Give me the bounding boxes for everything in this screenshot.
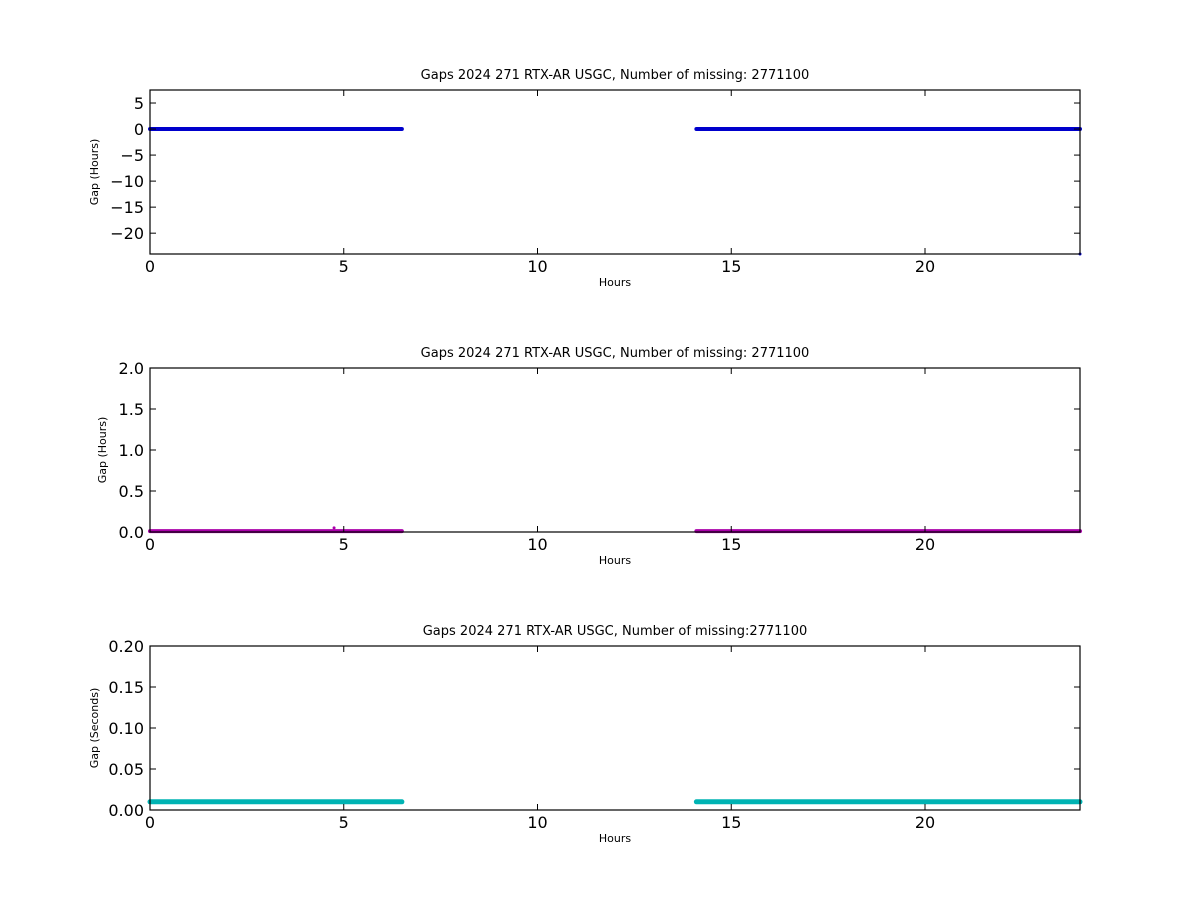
x-tick-label: 15 <box>721 257 741 276</box>
y-axis-label: Gap (Hours) <box>96 417 109 484</box>
x-tick-label: 5 <box>339 535 349 554</box>
plot-frame <box>149 89 1081 255</box>
subplot-3: Gaps 2024 271 RTX-AR USGC, Number of mis… <box>88 624 1083 845</box>
y-tick-label: 0.20 <box>108 637 144 656</box>
data-point <box>332 526 336 530</box>
x-tick-label: 0 <box>145 535 155 554</box>
y-tick-label: 0.10 <box>108 719 144 738</box>
y-tick-label: 0 <box>134 120 144 139</box>
x-tick-label: 20 <box>915 257 935 276</box>
x-axis-label: Hours <box>599 554 631 567</box>
y-tick-label: 0.15 <box>108 678 144 697</box>
y-tick-label: 2.0 <box>119 359 144 378</box>
y-axis-label: Gap (Seconds) <box>88 688 101 769</box>
plot-frame <box>149 645 1081 811</box>
chart-title: Gaps 2024 271 RTX-AR USGC, Number of mis… <box>421 68 810 83</box>
y-tick-label: −5 <box>120 146 144 165</box>
x-axis-label: Hours <box>599 276 631 289</box>
x-tick-label: 10 <box>527 257 547 276</box>
x-tick-label: 15 <box>721 813 741 832</box>
x-tick-label: 0 <box>145 813 155 832</box>
x-tick-label: 10 <box>527 813 547 832</box>
x-tick-label: 5 <box>339 257 349 276</box>
chart-title: Gaps 2024 271 RTX-AR USGC, Number of mis… <box>421 346 810 361</box>
x-tick-label: 20 <box>915 535 935 554</box>
x-tick-label: 5 <box>339 813 349 832</box>
y-tick-label: 1.0 <box>119 441 144 460</box>
y-tick-label: −20 <box>110 224 144 243</box>
plot-frame <box>149 367 1081 533</box>
y-tick-label: 0.05 <box>108 760 144 779</box>
chart-title: Gaps 2024 271 RTX-AR USGC, Number of mis… <box>423 624 808 639</box>
x-tick-label: 20 <box>915 813 935 832</box>
subplot-1: Gaps 2024 271 RTX-AR USGC, Number of mis… <box>88 68 1082 289</box>
x-tick-label: 0 <box>145 257 155 276</box>
y-tick-label: −10 <box>110 172 144 191</box>
y-tick-label: 0.00 <box>108 801 144 820</box>
y-tick-label: 5 <box>134 94 144 113</box>
y-tick-label: 1.5 <box>119 400 144 419</box>
y-tick-label: −15 <box>110 198 144 217</box>
x-axis-label: Hours <box>599 832 631 845</box>
y-tick-label: 0.5 <box>119 482 144 501</box>
y-axis-label: Gap (Hours) <box>88 139 101 206</box>
x-tick-label: 15 <box>721 535 741 554</box>
subplot-2: Gaps 2024 271 RTX-AR USGC, Number of mis… <box>96 346 1082 567</box>
x-tick-label: 10 <box>527 535 547 554</box>
y-tick-label: 0.0 <box>119 523 144 542</box>
